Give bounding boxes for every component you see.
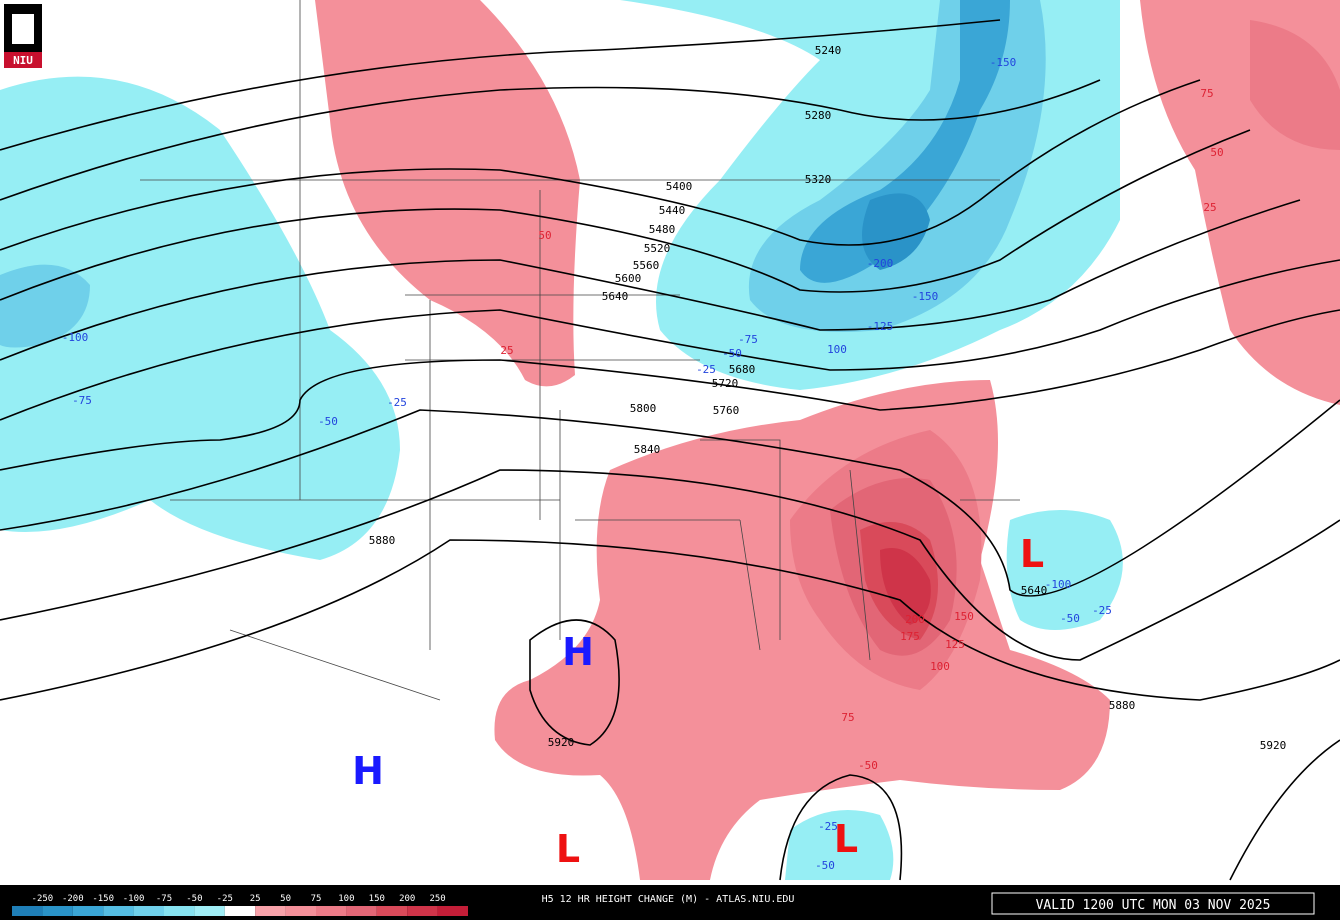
fall-label: -50 xyxy=(815,859,835,872)
fall-label: -100 xyxy=(1045,578,1072,591)
map-title: H5 12 HR HEIGHT CHANGE (M) - ATLAS.NIU.E… xyxy=(542,894,795,905)
rise-label: 125 xyxy=(945,638,965,651)
legend-swatch xyxy=(194,906,225,916)
legend-label: 50 xyxy=(280,894,291,904)
fall-label: 100 xyxy=(827,343,847,356)
height-label: 5400 xyxy=(666,180,693,193)
legend-label: -100 xyxy=(123,894,145,904)
rise-label: 25 xyxy=(1203,201,1216,214)
height-label: 5240 xyxy=(815,44,842,57)
fall-label: -25 xyxy=(387,396,407,409)
logo-text: NIU xyxy=(13,54,33,67)
height-label: 5720 xyxy=(712,377,739,390)
high-marker: H xyxy=(562,630,594,674)
legend-swatch xyxy=(133,906,164,916)
height-label: 5920 xyxy=(548,736,575,749)
rise-label: 200 xyxy=(905,613,925,626)
rise-label: 75 xyxy=(841,711,854,724)
legend-label: 75 xyxy=(311,894,322,904)
borders xyxy=(140,0,1020,701)
logo: NIU xyxy=(4,4,42,68)
legend-swatch xyxy=(407,906,438,916)
legend-label: -250 xyxy=(32,894,54,904)
rise-label: 100 xyxy=(930,660,950,673)
height-label: 5560 xyxy=(633,259,660,272)
fall-label: -50 xyxy=(1060,612,1080,625)
height-label: 5880 xyxy=(1109,699,1136,712)
height-label: 5480 xyxy=(649,223,676,236)
height-contours xyxy=(0,19,1340,881)
legend-label: -200 xyxy=(62,894,84,904)
legend-swatch xyxy=(224,906,256,916)
height-label: 5640 xyxy=(1021,584,1048,597)
rise-label: 175 xyxy=(900,630,920,643)
legend-swatch xyxy=(12,906,43,916)
fall-label: -25 xyxy=(818,820,838,833)
height-label: 5840 xyxy=(634,443,661,456)
legend-swatch xyxy=(437,906,468,916)
legend-swatch xyxy=(376,906,408,916)
fall-label: -200 xyxy=(867,257,894,270)
low-marker: L xyxy=(1020,532,1044,576)
rise-label: 75 xyxy=(1200,87,1213,100)
fall-label: -100 xyxy=(62,331,89,344)
height-label: 5320 xyxy=(805,173,832,186)
legend-label: -50 xyxy=(186,894,202,904)
height-label: 5440 xyxy=(659,204,686,217)
legend-swatch xyxy=(255,906,286,916)
valid-time: VALID 1200 UTC MON 03 NOV 2025 xyxy=(1036,898,1271,913)
rise-label: 150 xyxy=(954,610,974,623)
height-label: 5880 xyxy=(369,534,396,547)
legend-swatch xyxy=(42,906,73,916)
height-label: 5800 xyxy=(630,402,657,415)
legend-label: 25 xyxy=(250,894,261,904)
legend-label: -150 xyxy=(92,894,114,904)
height-label: 5520 xyxy=(644,242,671,255)
legend-swatch xyxy=(346,906,377,916)
fall-label: -50 xyxy=(318,415,338,428)
height-label: 5280 xyxy=(805,109,832,122)
legend-swatch xyxy=(285,906,316,916)
low-marker: L xyxy=(834,817,858,861)
legend-swatch xyxy=(103,906,134,916)
legend-swatch xyxy=(316,906,347,916)
legend-label: 200 xyxy=(399,894,415,904)
height-label: 5920 xyxy=(1260,739,1287,752)
fall-label: -125 xyxy=(867,320,894,333)
legend-label: 100 xyxy=(338,894,354,904)
fall-label: -150 xyxy=(912,290,939,303)
fall-label: -25 xyxy=(696,363,716,376)
low-marker: L xyxy=(556,827,580,871)
legend-swatch xyxy=(72,906,104,916)
rise-label: -50 xyxy=(858,759,878,772)
fall-label: -25 xyxy=(1092,604,1112,617)
fall-label: -75 xyxy=(738,333,758,346)
height-label: 5680 xyxy=(729,363,756,376)
fall-label: -75 xyxy=(72,394,92,407)
rise-label: 25 xyxy=(500,344,513,357)
legend-label: 150 xyxy=(369,894,385,904)
rise-label: 50 xyxy=(538,229,551,242)
height-label: 5760 xyxy=(713,404,740,417)
legend-label: 250 xyxy=(429,894,445,904)
fall-label: -50 xyxy=(722,347,742,360)
high-marker: H xyxy=(352,749,384,793)
fall-label: -150 xyxy=(990,56,1017,69)
rise-label: 50 xyxy=(1210,146,1223,159)
height-label: 5640 xyxy=(602,290,629,303)
legend-label: -75 xyxy=(156,894,172,904)
legend-label: -25 xyxy=(217,894,233,904)
height-label: 5600 xyxy=(615,272,642,285)
legend-swatch xyxy=(164,906,195,916)
